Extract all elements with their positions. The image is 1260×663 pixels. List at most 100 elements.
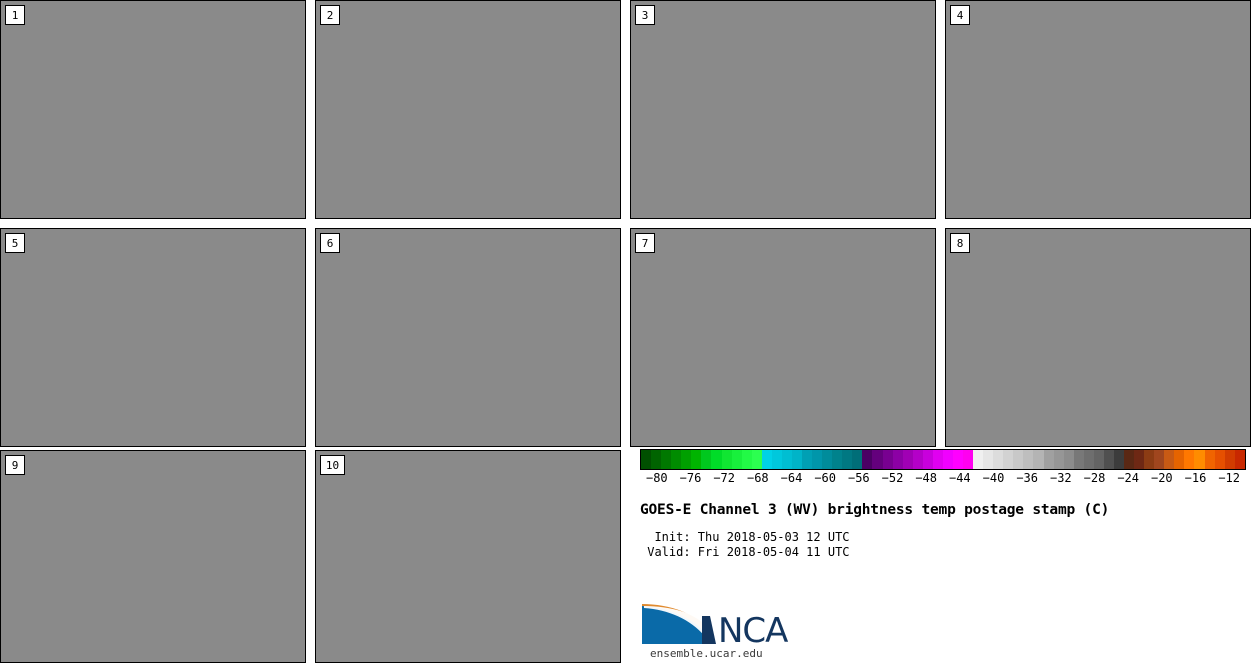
colorbar-tick-5: −60 <box>814 471 836 485</box>
colorbar-swatch-38 <box>1023 450 1034 469</box>
colorbar-swatch-27 <box>912 450 923 469</box>
panel-label-8: 8 <box>950 233 970 253</box>
colorbar-swatch-2 <box>661 450 672 469</box>
colorbar-swatch-24 <box>882 450 893 469</box>
colorbar-swatch-29 <box>932 450 943 469</box>
colorbar-tick-15: −20 <box>1150 471 1173 485</box>
panel-image-2 <box>316 1 620 218</box>
colorbar-swatch-59 <box>1234 450 1245 469</box>
colorbar-swatch-26 <box>902 450 913 469</box>
colorbar-tick-10: −40 <box>982 471 1005 485</box>
colorbar-swatch-19 <box>832 450 843 469</box>
panel-image-5 <box>1 229 305 446</box>
colorbar-swatch-54 <box>1184 450 1195 469</box>
colorbar <box>640 449 1246 470</box>
panel-image-10 <box>316 451 620 662</box>
panel-image-6 <box>316 229 620 446</box>
colorbar-swatch-32 <box>963 450 974 469</box>
colorbar-swatch-37 <box>1013 450 1024 469</box>
colorbar-swatch-35 <box>993 450 1004 469</box>
colorbar-swatch-23 <box>872 450 883 469</box>
ncar-logo: NCAR <box>640 600 790 646</box>
colorbar-swatch-36 <box>1003 450 1014 469</box>
colorbar-swatch-20 <box>842 450 853 469</box>
figure-title: GOES-E Channel 3 (WV) brightness temp po… <box>640 502 1110 518</box>
colorbar-tick-17: −12 <box>1218 471 1240 485</box>
colorbar-tick-labels: −80 −76 −72 −68 −64 −60 −56 −52 −48 −44 −40 −36 −32−… <box>640 471 1246 487</box>
panel-label-7: 7 <box>635 233 655 253</box>
panel-5[interactable]: 5 <box>0 228 306 447</box>
colorbar-swatch-6 <box>701 450 712 469</box>
colorbar-swatch-53 <box>1174 450 1185 469</box>
colorbar-tick-0: −80 <box>645 471 668 485</box>
colorbar-swatch-25 <box>892 450 903 469</box>
panel-label-4: 4 <box>950 5 970 25</box>
panel-label-2: 2 <box>320 5 340 25</box>
colorbar-swatch-30 <box>942 450 953 469</box>
panel-label-5: 5 <box>5 233 25 253</box>
colorbar-swatch-52 <box>1164 450 1175 469</box>
panel-image-8 <box>946 229 1250 446</box>
colorbar-swatch-17 <box>812 450 823 469</box>
panel-image-7 <box>631 229 935 446</box>
logo-url-text: ensemble.ucar.edu <box>650 647 763 660</box>
colorbar-tick-4: −64 <box>780 471 803 485</box>
colorbar-swatch-21 <box>852 450 863 469</box>
colorbar-swatch-13 <box>771 450 782 469</box>
colorbar-swatch-50 <box>1144 450 1155 469</box>
colorbar-swatch-56 <box>1204 450 1215 469</box>
colorbar-swatch-39 <box>1033 450 1044 469</box>
panel-label-3: 3 <box>635 5 655 25</box>
panel-2[interactable]: 2 <box>315 0 621 219</box>
colorbar-swatch-10 <box>741 450 752 469</box>
colorbar-swatch-18 <box>822 450 833 469</box>
colorbar-swatch-9 <box>731 450 742 469</box>
panel-image-3 <box>631 1 935 218</box>
colorbar-swatch-45 <box>1093 450 1104 469</box>
colorbar-tick-13: −28 <box>1083 471 1106 485</box>
panel-9[interactable]: 9 <box>0 450 306 663</box>
panel-label-6: 6 <box>320 233 340 253</box>
colorbar-tick-12: −32 <box>1049 471 1072 485</box>
colorbar-swatch-44 <box>1083 450 1094 469</box>
panel-4[interactable]: 4 <box>945 0 1251 219</box>
colorbar-swatch-0 <box>641 450 652 469</box>
colorbar-tick-2: −72 <box>713 471 735 485</box>
panel-3[interactable]: 3 <box>630 0 936 219</box>
panel-10[interactable]: 10 <box>315 450 621 663</box>
colorbar-swatch-42 <box>1063 450 1074 469</box>
colorbar-swatch-55 <box>1194 450 1205 469</box>
panel-image-1 <box>1 1 305 218</box>
colorbar-swatch-46 <box>1103 450 1114 469</box>
colorbar-tick-16: −16 <box>1184 471 1207 485</box>
colorbar-swatch-43 <box>1073 450 1084 469</box>
colorbar-swatch-16 <box>802 450 813 469</box>
colorbar-tick-3: −68 <box>746 471 769 485</box>
panel-6[interactable]: 6 <box>315 228 621 447</box>
colorbar-swatch-34 <box>983 450 994 469</box>
colorbar-swatch-12 <box>761 450 772 469</box>
panel-8[interactable]: 8 <box>945 228 1251 447</box>
colorbar-swatch-28 <box>922 450 933 469</box>
colorbar-tick-6: −56 <box>847 471 870 485</box>
colorbar-swatch-40 <box>1043 450 1054 469</box>
panel-1[interactable]: 1 <box>0 0 306 219</box>
colorbar-swatch-33 <box>973 450 984 469</box>
colorbar-swatch-7 <box>711 450 722 469</box>
panel-label-1: 1 <box>5 5 25 25</box>
colorbar-swatch-47 <box>1113 450 1124 469</box>
colorbar-swatch-4 <box>681 450 692 469</box>
colorbar-swatches <box>640 449 1246 470</box>
colorbar-swatch-41 <box>1053 450 1064 469</box>
colorbar-swatch-22 <box>862 450 873 469</box>
colorbar-swatch-31 <box>952 450 963 469</box>
colorbar-swatch-57 <box>1214 450 1225 469</box>
colorbar-tick-11: −36 <box>1016 471 1038 485</box>
colorbar-swatch-1 <box>651 450 662 469</box>
panel-label-9: 9 <box>5 455 25 475</box>
colorbar-swatch-14 <box>781 450 792 469</box>
colorbar-tick-1: −76 <box>679 471 702 485</box>
panel-7[interactable]: 7 <box>630 228 936 447</box>
colorbar-tick-14: −24 <box>1117 471 1139 485</box>
colorbar-swatch-3 <box>671 450 682 469</box>
